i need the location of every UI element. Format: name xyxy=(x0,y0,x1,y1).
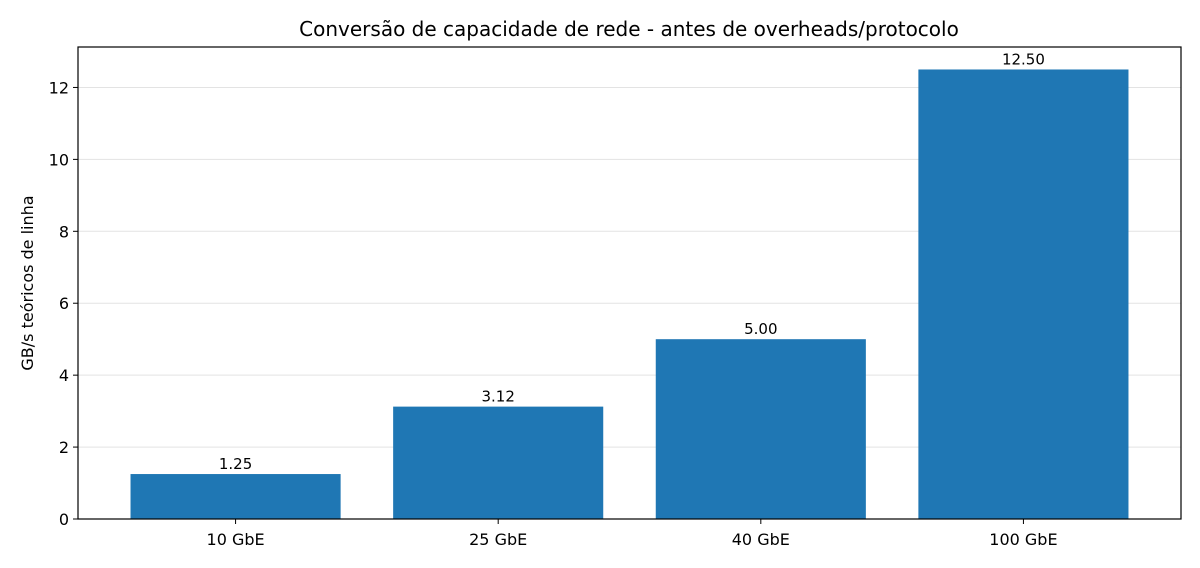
bar-value-label: 1.25 xyxy=(219,455,252,473)
y-tick-label: 0 xyxy=(59,510,69,529)
bar-25-gbe xyxy=(393,406,604,519)
bar-value-label: 5.00 xyxy=(744,320,777,338)
bar-value-label: 3.12 xyxy=(481,388,514,406)
x-tick-label: 40 GbE xyxy=(732,530,790,549)
bars xyxy=(130,69,1129,519)
x-tick-label: 25 GbE xyxy=(469,530,527,549)
x-tick-label: 10 GbE xyxy=(207,530,265,549)
bar-value-label: 12.50 xyxy=(1002,50,1045,68)
y-tick-label: 2 xyxy=(59,438,69,457)
y-tick-label: 8 xyxy=(59,222,69,241)
bar-100-gbe xyxy=(918,69,1129,519)
plot-frame xyxy=(77,46,1182,520)
y-axis-label: GB/s teóricos de linha xyxy=(18,195,37,370)
bar-10-gbe xyxy=(130,474,341,519)
y-axis-ticks: 0 2 4 6 8 10 12 xyxy=(49,78,78,529)
x-tick-label: 100 GbE xyxy=(989,530,1057,549)
x-axis-ticks: 10 GbE 25 GbE 40 GbE 100 GbE xyxy=(207,519,1058,549)
y-tick-label: 4 xyxy=(59,366,69,385)
data-labels: 1.25 3.12 5.00 12.50 xyxy=(219,50,1045,473)
bar-40-gbe xyxy=(655,339,866,519)
y-tick-label: 6 xyxy=(59,294,69,313)
y-tick-label: 12 xyxy=(49,78,69,97)
chart-title: Conversão de capacidade de rede - antes … xyxy=(299,17,959,41)
y-tick-label: 10 xyxy=(49,150,69,169)
